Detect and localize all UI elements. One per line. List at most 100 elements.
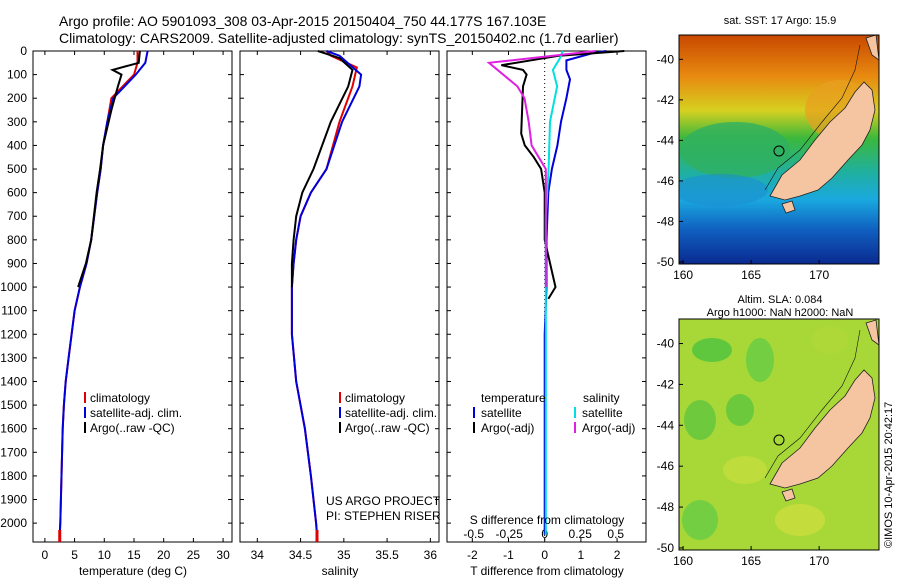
depth-tick-label: 1700 [0, 445, 27, 459]
depth-tick-label: 700 [7, 209, 27, 223]
depth-tick-label: 2000 [0, 516, 27, 530]
legend-label-climatology: climatology [345, 391, 405, 405]
x-tick-label: 5 [71, 548, 78, 562]
salinity-legend: climatology satellite-adj. clim. Argo(..… [339, 391, 437, 435]
temperature-xlabel: temperature (deg C) [79, 564, 187, 578]
sst-blue-patch [679, 174, 768, 206]
lat-tick-label: -44 [657, 418, 675, 432]
difference-x2label: S difference from climatology [470, 513, 625, 527]
title-line-1: Argo profile: AO 5901093_308 03-Apr-2015… [59, 13, 546, 29]
depth-tick-label: 1000 [0, 280, 27, 294]
lat-tick-label: -46 [657, 459, 675, 473]
legend-label-climatology: climatology [90, 391, 150, 405]
depth-tick-label: 1300 [0, 351, 27, 365]
depth-tick-label: 1400 [0, 374, 27, 388]
sla-patch [684, 400, 716, 440]
legend-swatch-temp-satellite [473, 407, 475, 418]
lat-tick-label: -50 [657, 541, 675, 555]
lon-tick-label: 170 [809, 268, 829, 282]
shelf-contour [764, 44, 861, 191]
legend-label-sal-satellite: satellite [582, 406, 623, 420]
x-tick-label: 35.5 [375, 548, 399, 562]
depth-tick-label: 0 [20, 44, 27, 58]
argo-position-marker [773, 145, 785, 157]
x-tick-label: 36 [424, 548, 438, 562]
x-tick-label: -1 [503, 548, 514, 562]
legend-head-temperature: temperature [481, 391, 546, 405]
sla-patch [726, 394, 754, 426]
sla-map-title-1: Altim. SLA: 0.084 [738, 294, 823, 306]
sla-patch [723, 456, 767, 484]
series-line-salinity-satellite [544, 50, 564, 535]
difference-legend: temperature salinity satellite Argo(-adj… [473, 391, 635, 435]
lat-tick-label: -50 [657, 255, 675, 269]
series-line-temperature-argo-adj- [501, 50, 625, 300]
x-tick-label: 0 [42, 548, 49, 562]
legend-swatch-satellite [84, 407, 86, 418]
lat-tick-label: -42 [657, 377, 675, 391]
x-tick-label: 25 [187, 548, 201, 562]
legend-head-salinity: salinity [583, 391, 620, 405]
sla-map-title-2: Argo h1000: NaN h2000: NaN [707, 307, 854, 319]
depth-tick-label: 1200 [0, 327, 27, 341]
lon-tick-label: 160 [673, 554, 693, 568]
salinity-xlabel: salinity [322, 564, 359, 578]
lat-tick-label: -40 [657, 337, 675, 351]
sst-green-patch [680, 122, 790, 178]
depth-tick-label: 500 [7, 162, 27, 176]
sla-map-frame [678, 318, 880, 551]
depth-tick-label: 200 [7, 91, 27, 105]
depth-tick-label: 1900 [0, 493, 27, 507]
lat-tick-label: -42 [657, 93, 675, 107]
depth-tick-label: 300 [7, 115, 27, 129]
depth-tick-label: 1100 [1, 304, 27, 318]
title-line-2: Climatology: CARS2009. Satellite-adjuste… [59, 30, 619, 46]
project-line-1: US ARGO PROJECT [326, 494, 441, 508]
x-tick-label: 1 [578, 548, 585, 562]
legend-swatch-climatology [84, 392, 86, 403]
legend-swatch-sal-argo [574, 422, 576, 433]
lat-tick-label: -48 [657, 214, 675, 228]
lat-tick-label: -40 [657, 52, 675, 66]
x2-tick-label: -0.25 [496, 527, 524, 541]
sla-patch [812, 326, 848, 354]
land-south-island [769, 81, 876, 201]
legend-label-argo: Argo(..raw -QC) [345, 421, 430, 435]
x-tick-label: 10 [98, 548, 112, 562]
lon-tick-label: 160 [673, 268, 693, 282]
depth-tick-label: 1800 [0, 469, 27, 483]
series-line-satellite-adj-clim- [290, 50, 363, 535]
depth-tick-label: 1600 [0, 422, 27, 436]
project-line-2: PI: STEPHEN RISER [326, 509, 441, 523]
sla-map-ticks: 160 165 170 -40 -42 -44 -46 -48 -50 [657, 337, 830, 568]
panel-axes: 0 5 10 15 20 25 30 34 34.5 35 35.5 36 -2 -1 0 1 2 -0.5 -0.… [33, 50, 646, 562]
x-tick-label: 2 [614, 548, 621, 562]
sla-patch [692, 338, 732, 362]
x2-tick-label: 0.5 [607, 527, 624, 541]
profile-series [58, 50, 625, 542]
legend-swatch-argo [84, 422, 86, 433]
legend-label-temp-satellite: satellite [481, 406, 522, 420]
legend-label-satellite: satellite-adj. clim. [90, 406, 182, 420]
legend-swatch-satellite [339, 407, 341, 418]
legend-swatch-temp-argo [473, 422, 475, 433]
climatology-end-marker [315, 530, 319, 542]
lon-tick-label: 165 [741, 268, 761, 282]
legend-swatch-sal-satellite [574, 407, 576, 418]
depth-axis: 0 100 200 300 400 500 600 700 800 900 1000 1100 1200… [0, 44, 27, 530]
x-tick-label: 35 [337, 548, 351, 562]
temperature-panel [32, 50, 233, 543]
sla-patch [682, 500, 718, 540]
x-tick-label: 20 [157, 548, 171, 562]
lon-tick-label: 170 [809, 554, 829, 568]
series-line-argo-raw-qc- [290, 50, 354, 288]
land-south-island [769, 369, 876, 489]
difference-xlabel: T difference from climatology [470, 564, 624, 578]
argo-position-marker [773, 434, 785, 446]
lat-tick-label: -48 [657, 500, 675, 514]
depth-tick-label: 600 [7, 186, 27, 200]
x-tick-label: 0 [541, 548, 548, 562]
legend-swatch-climatology [339, 392, 341, 403]
shelf-contour [764, 329, 861, 479]
legend-label-sal-argo: Argo(-adj) [582, 421, 635, 435]
